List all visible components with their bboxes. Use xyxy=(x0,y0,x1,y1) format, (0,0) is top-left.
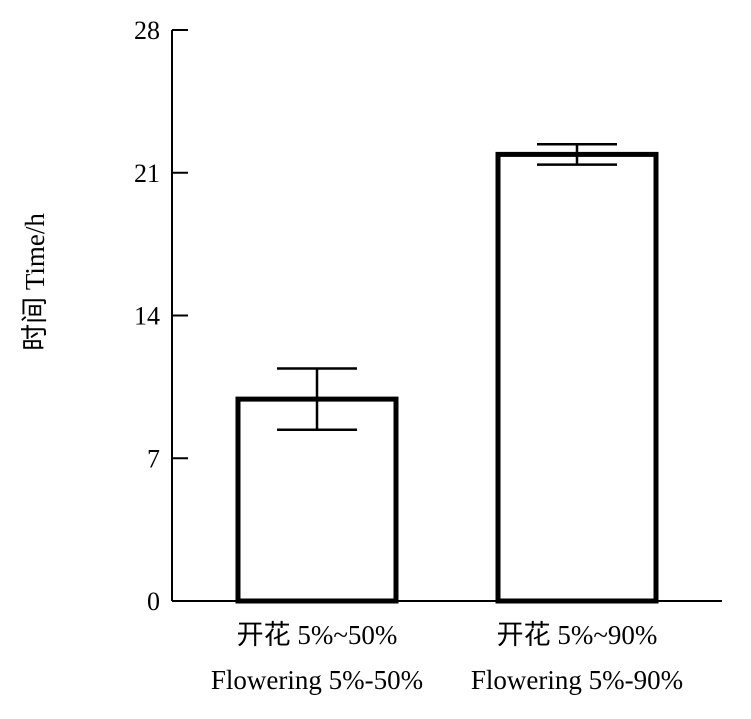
error-bar xyxy=(537,142,617,166)
x-category-label: 开花 5%~50% xyxy=(237,620,398,650)
bars xyxy=(235,142,659,604)
x-category-label: Flowering 5%-90% xyxy=(471,665,683,695)
y-tick-label: 28 xyxy=(134,16,160,45)
labels: 0 7 14 21 28 开花 5%~50% Flowering 5%-50% 开花 5%~9… xyxy=(134,16,683,695)
y-tick-label: 21 xyxy=(134,159,160,188)
error-bar xyxy=(277,367,357,431)
bar xyxy=(495,151,659,604)
x-category-label: Flowering 5%-50% xyxy=(211,665,423,695)
y-tick-label: 7 xyxy=(147,444,160,473)
y-axis-label: 时间 Time/h xyxy=(20,213,50,351)
y-tick-label: 14 xyxy=(134,302,160,331)
x-category-label: 开花 5%~90% xyxy=(497,620,658,650)
y-tick-label: 0 xyxy=(147,587,160,616)
